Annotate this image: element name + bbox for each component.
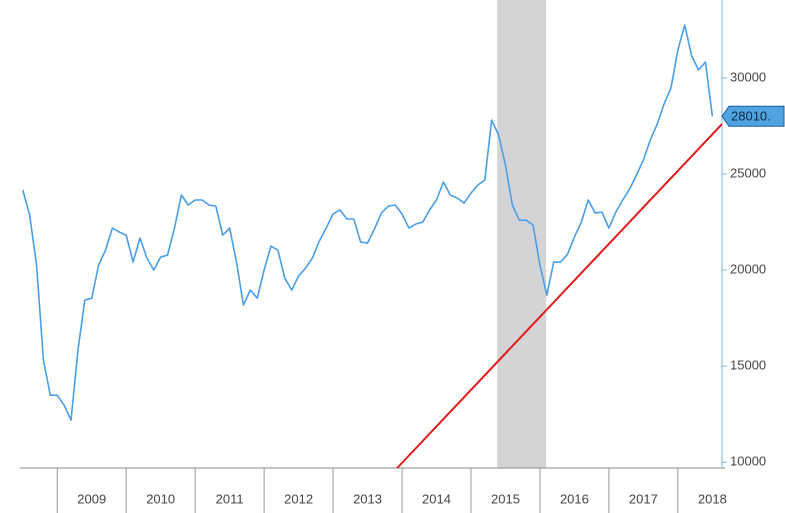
x-tick-label: 2016 — [560, 491, 589, 506]
price-line — [21, 24, 714, 421]
y-tick-label: 15000 — [730, 358, 766, 373]
y-tick-label: 25000 — [730, 165, 766, 180]
x-tick-label: 2009 — [77, 491, 106, 506]
shaded-region — [497, 0, 547, 468]
y-tick-label: 10000 — [730, 454, 766, 469]
x-tick-label: 2018 — [698, 491, 727, 506]
last-value-box — [721, 105, 785, 127]
x-tick-label: 2010 — [146, 491, 175, 506]
y-tick-label: 30000 — [730, 69, 766, 84]
x-tick-label: 2015 — [491, 491, 520, 506]
y-tick-label: 20000 — [730, 262, 766, 277]
x-tick-label: 2011 — [216, 491, 244, 506]
trendline — [396, 123, 723, 469]
x-tick-label: 2013 — [353, 491, 382, 506]
x-tick-label: 2014 — [422, 491, 451, 506]
x-tick-label: 2017 — [629, 491, 658, 506]
last-value-label: 28010. — [731, 109, 771, 124]
x-tick-label: 2012 — [284, 491, 313, 506]
